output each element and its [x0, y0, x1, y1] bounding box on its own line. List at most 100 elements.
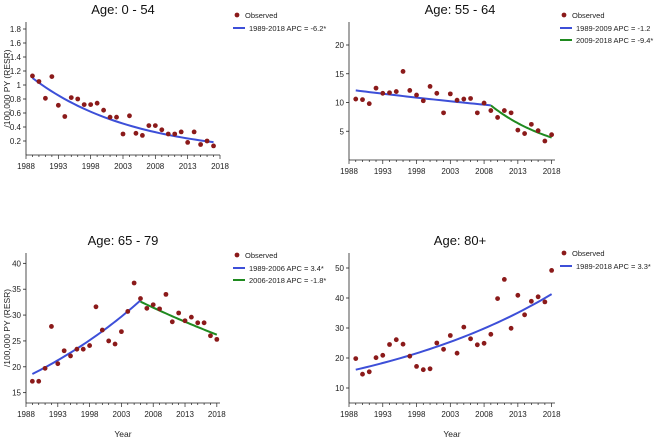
observed-point — [434, 90, 440, 96]
observed-point — [178, 129, 184, 135]
legend-observed-label: Observed — [572, 11, 605, 20]
y-tick-label: 30 — [335, 324, 344, 333]
legend-segment-1-label: 1989-2009 APC = -1.2 — [576, 24, 650, 33]
observed-point — [36, 378, 42, 384]
observed-point — [461, 324, 467, 330]
x-tick-label: 1993 — [49, 410, 67, 419]
x-tick-label: 2008 — [146, 162, 164, 171]
observed-point — [30, 73, 35, 79]
observed-point — [101, 107, 106, 113]
observed-point — [515, 292, 521, 298]
observed-point — [114, 114, 119, 120]
x-tick-label: 2003 — [441, 410, 459, 419]
observed-point — [488, 108, 494, 113]
observed-point — [107, 114, 113, 120]
observed-point — [211, 143, 216, 149]
observed-point — [474, 342, 480, 348]
observed-point — [481, 340, 487, 346]
observed-point — [387, 342, 392, 347]
observed-point — [535, 294, 541, 300]
observed-point — [495, 296, 500, 301]
trend-segment-2 — [490, 104, 552, 139]
observed-point — [515, 127, 521, 133]
y-tick-label: 40 — [12, 259, 21, 268]
observed-point — [360, 97, 365, 103]
observed-point — [353, 96, 359, 102]
y-tick-label: 20 — [12, 363, 21, 372]
observed-point — [441, 110, 446, 116]
y-tick-label: 0.4 — [10, 123, 22, 132]
observed-point — [400, 69, 406, 74]
y-tick-label: 35 — [12, 285, 21, 294]
observed-point — [87, 343, 93, 348]
observed-point — [468, 96, 473, 101]
observed-point — [495, 115, 500, 120]
y-tick-label: 0.6 — [10, 109, 22, 118]
observed-point — [68, 95, 74, 100]
y-tick-label: 15 — [335, 70, 344, 79]
observed-point — [204, 138, 210, 144]
observed-point — [468, 336, 473, 342]
x-tick-label: 1988 — [17, 410, 35, 419]
x-tick-label: 2013 — [509, 410, 527, 419]
observed-point — [182, 318, 188, 324]
observed-point — [454, 97, 460, 103]
observed-point — [542, 138, 548, 144]
y-tick-label: 0.2 — [10, 137, 22, 146]
observed-point — [120, 131, 126, 137]
observed-point — [93, 304, 99, 310]
observed-point — [542, 299, 548, 305]
observed-point — [94, 100, 100, 106]
x-tick-label: 1993 — [49, 162, 67, 171]
x-tick-label: 2018 — [543, 167, 561, 176]
y-tick-label: 15 — [12, 389, 21, 398]
observed-point — [420, 98, 426, 104]
trend-segment-1 — [31, 77, 214, 144]
observed-point — [508, 110, 514, 116]
observed-point — [549, 132, 555, 138]
legend-observed-marker — [561, 250, 567, 256]
observed-point — [55, 102, 61, 108]
observed-point — [214, 336, 220, 342]
observed-point — [191, 129, 197, 135]
observed-point — [353, 356, 359, 361]
y-tick-label: 1.2 — [10, 67, 22, 76]
legend: Observed 1989-2006 APC = 3.4* 2006-2018 AP… — [233, 251, 326, 285]
observed-point — [127, 113, 132, 119]
legend-segment-2-label: 2006-2018 APC = -1.8* — [249, 276, 326, 285]
x-tick-label: 2018 — [208, 410, 226, 419]
observed-point — [125, 309, 131, 314]
legend-observed-marker — [234, 12, 240, 18]
y-tick-label: 1.4 — [10, 53, 22, 62]
observed-point — [414, 92, 419, 98]
observed-point — [49, 324, 54, 329]
observed-point — [163, 291, 169, 297]
observed-point — [508, 325, 514, 331]
observed-point — [380, 90, 386, 96]
observed-point — [387, 90, 392, 96]
observed-point — [133, 130, 139, 136]
legend-observed-label: Observed — [245, 251, 278, 260]
observed-point — [380, 352, 386, 358]
y-tick-label: 20 — [335, 41, 344, 50]
observed-point — [427, 366, 433, 372]
observed-point — [528, 121, 534, 127]
x-tick-label: 1993 — [374, 410, 392, 419]
legend-observed-label: Observed — [572, 249, 605, 258]
observed-point — [49, 74, 55, 79]
observed-point — [441, 346, 446, 352]
observed-point — [119, 329, 124, 335]
observed-point — [185, 140, 191, 145]
y-tick-label: 5 — [340, 127, 345, 136]
x-tick-label: 2008 — [475, 167, 493, 176]
legend: Observed 1989-2018 APC = -6.2* — [233, 11, 326, 33]
observed-point — [106, 338, 112, 344]
y-axis-title: /100,000 PY (RESR) — [2, 49, 12, 127]
observed-point — [208, 333, 213, 339]
observed-point — [454, 350, 460, 356]
panel-title: Age: 65 - 79 — [88, 233, 159, 248]
x-tick-label: 1993 — [374, 167, 392, 176]
observed-point — [407, 88, 413, 93]
y-tick-label: 1.8 — [10, 25, 22, 34]
panel-title: Age: 55 - 64 — [425, 2, 496, 17]
